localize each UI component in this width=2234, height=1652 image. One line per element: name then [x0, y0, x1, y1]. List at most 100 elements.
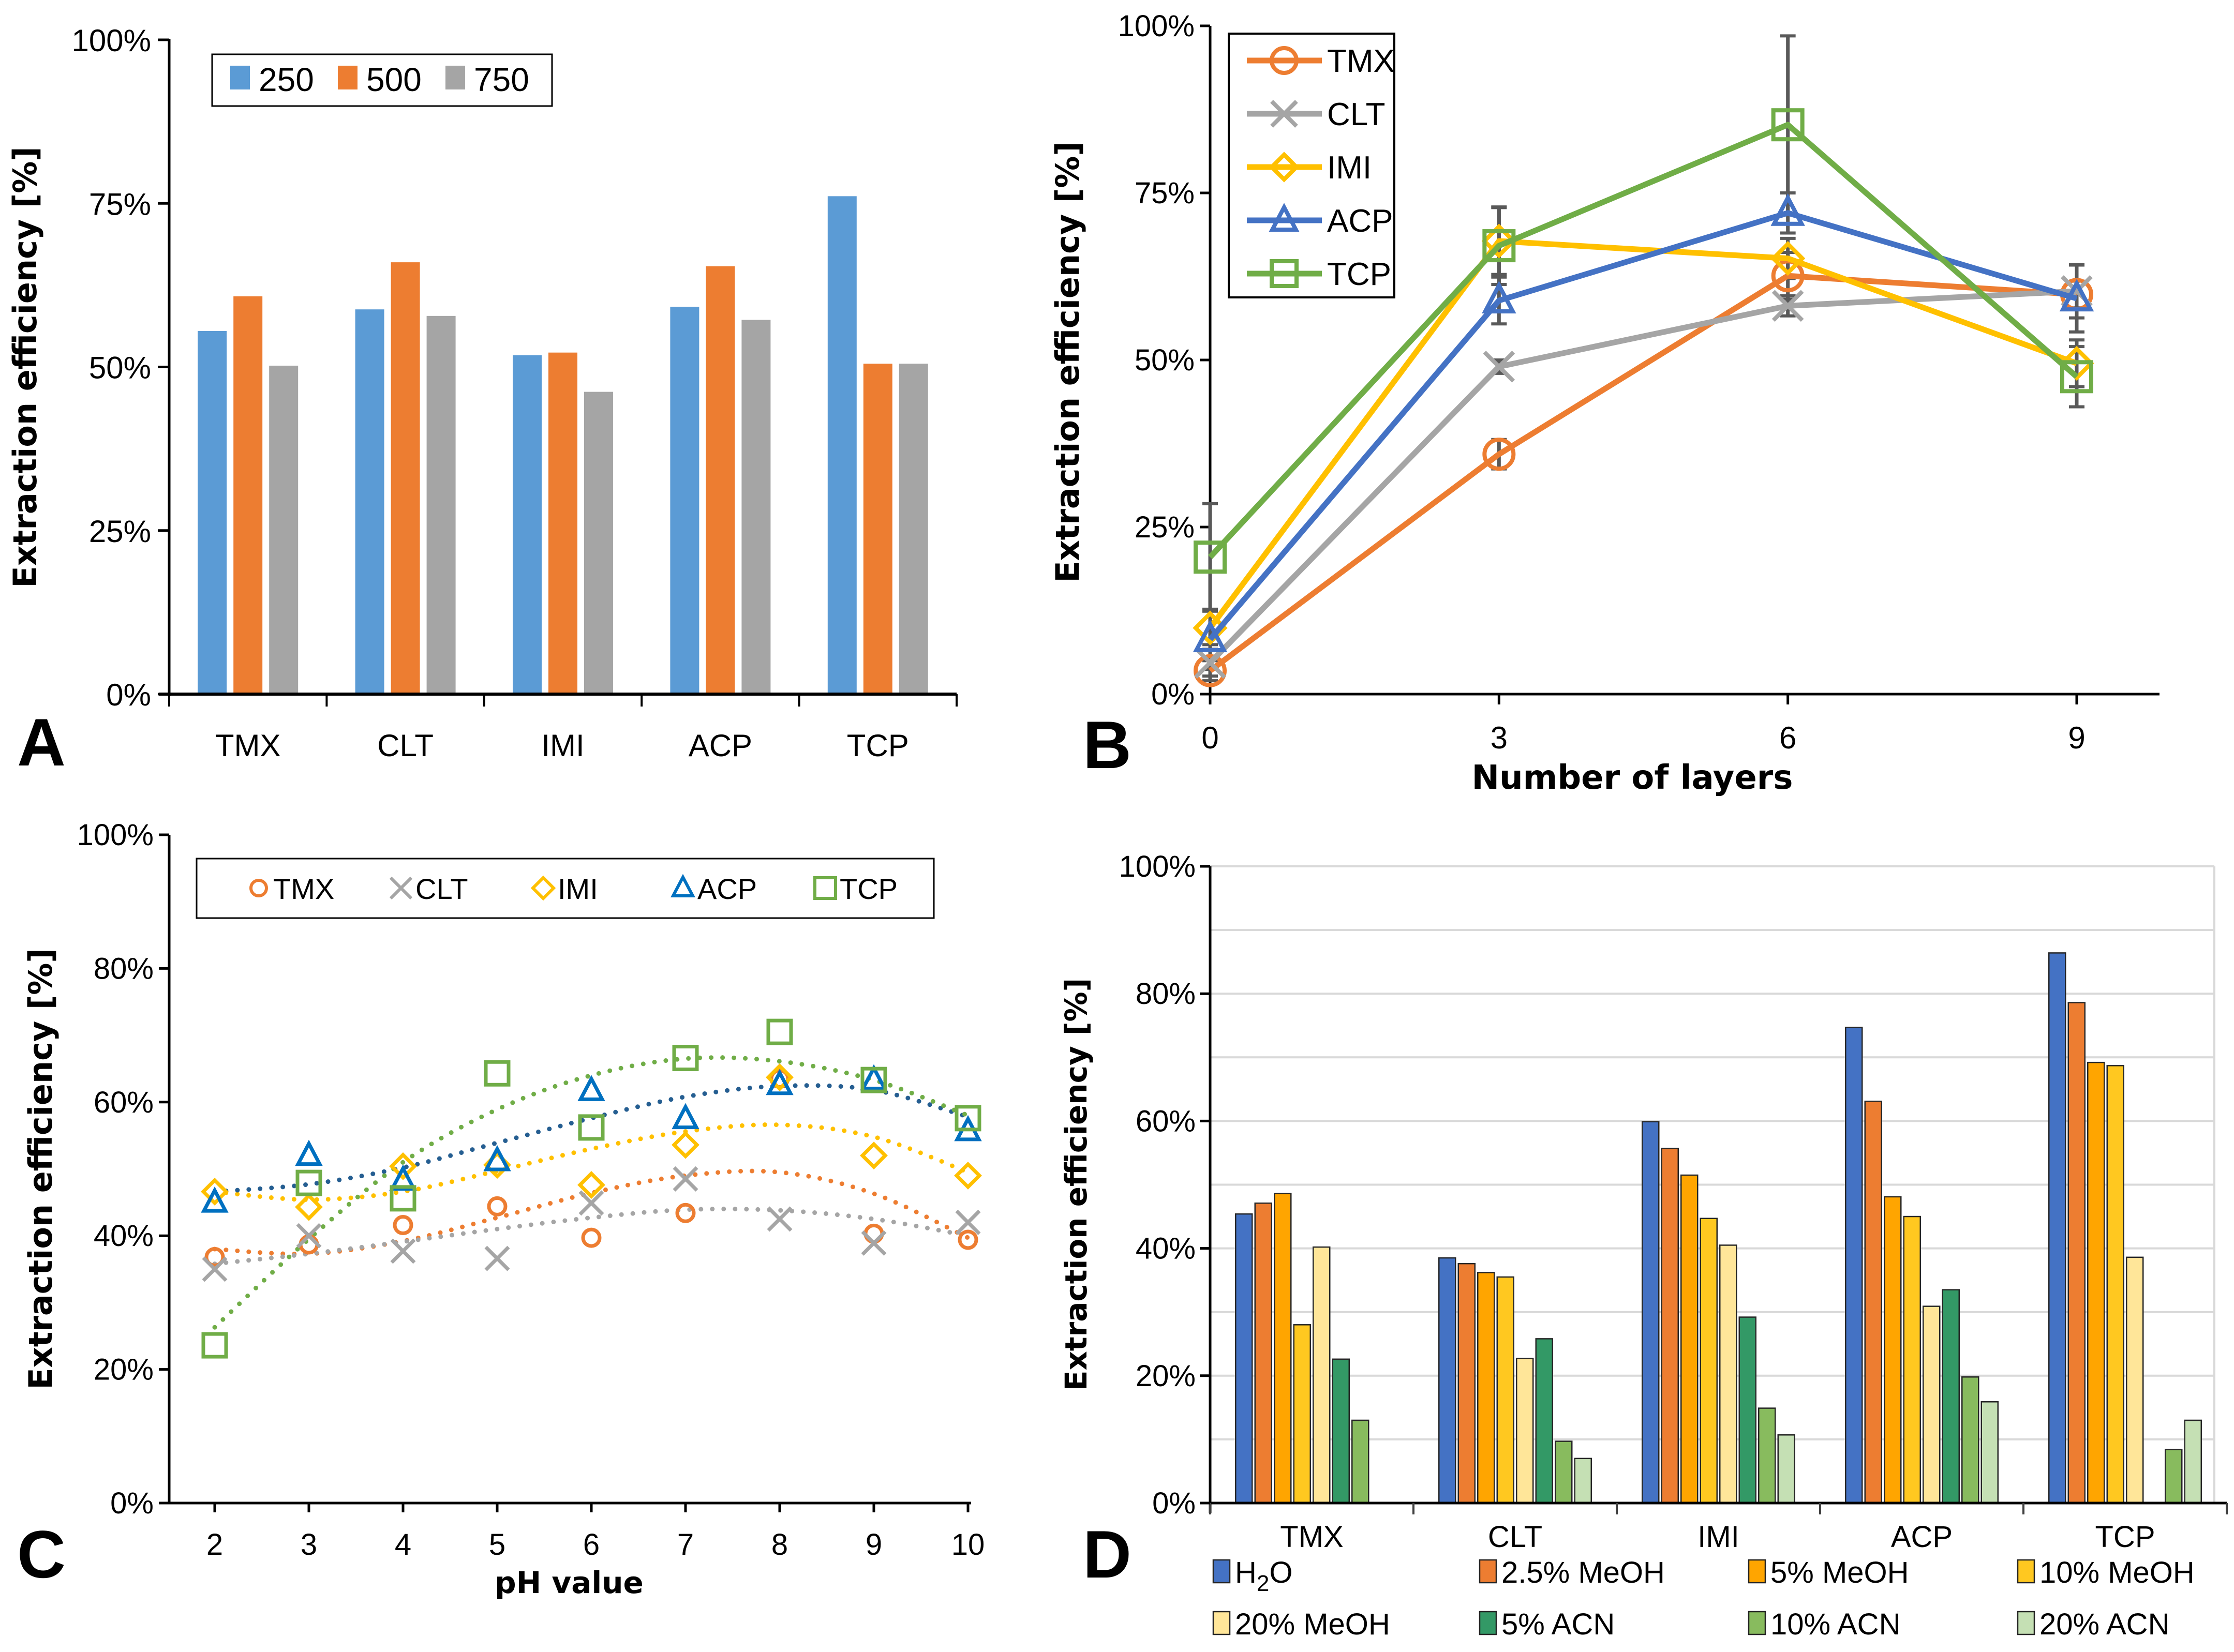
panel-c-point-clt-stroke — [578, 1190, 604, 1216]
panel-a-bar-tcp-750 — [899, 364, 928, 694]
panel-c-point-imi — [295, 1193, 323, 1221]
panel-d-legend-swatch — [1212, 1611, 1231, 1635]
panel-b-point-imi — [2059, 346, 2094, 381]
panel-c-legend-label: TMX — [273, 873, 334, 905]
panel-d-bar-acp — [1923, 1305, 1941, 1504]
panel-b-y-axis-title: Extraction efficiency [%] — [1049, 141, 1086, 582]
panel-a-x-tick-label: TCP — [847, 728, 909, 763]
panel-c-point-clt — [578, 1190, 604, 1216]
panel-c-point-clt — [861, 1230, 887, 1256]
panel-c-legend-box — [196, 858, 935, 919]
panel-c-point-imi — [954, 1161, 982, 1190]
panel-b-point-acp — [1193, 620, 1228, 653]
panel-d-legend-label: 20% MeOH — [1235, 1608, 1390, 1641]
panel-b-point-tmx — [1482, 438, 1516, 471]
panel-b-line-clt — [1208, 288, 2077, 665]
panel-d-bar-tcp — [2067, 1002, 2086, 1504]
panel-c-trendline-clt — [212, 1206, 971, 1266]
panel-c-legend-marker-tcp — [813, 876, 837, 900]
panel-d-bar-tmx — [1332, 1358, 1350, 1504]
panel-b-line-tmx — [1208, 273, 2077, 673]
panel-c-y-tick-label: 20% — [94, 1353, 154, 1387]
panel-c-x-tick-label: 4 — [395, 1528, 411, 1561]
panel-d-legend-swatch — [1479, 1559, 1497, 1584]
panel-c-point-clt-stroke — [767, 1206, 793, 1232]
panel-d-y-tick-label: 80% — [1136, 977, 1196, 1011]
panel-d-bars — [1235, 952, 2202, 1504]
panel-d-bar-acp — [1864, 1100, 1882, 1504]
panel-b-point-tcp — [1482, 229, 1516, 263]
panel-d-x-tick-label: TMX — [1280, 1520, 1343, 1554]
panel-a-x-tick-label: IMI — [541, 728, 584, 763]
panel-d-bar-imi — [1738, 1316, 1756, 1504]
panel-d-y-tick-label: 20% — [1136, 1359, 1196, 1393]
panel-c-x-tick-label: 7 — [677, 1528, 694, 1561]
panel-b-legend-marker-clt — [1270, 100, 1298, 128]
panel-c-point-tmx — [204, 1247, 225, 1268]
panel-b-x-axis-title: Number of layers — [1472, 759, 1793, 797]
panel-c-point-tcp — [390, 1185, 416, 1212]
panel-b-legend-label: TMX — [1327, 43, 1395, 79]
legend-label-tail: O — [1269, 1556, 1292, 1589]
panel-b-legend-label: ACP — [1327, 203, 1393, 239]
panel-d-bar-imi — [1680, 1174, 1699, 1504]
panel-d-x-tick-label: ACP — [1891, 1520, 1953, 1554]
panel-d-bar-tcp — [2087, 1061, 2105, 1504]
panel-d-bar-clt — [1438, 1257, 1456, 1504]
panel-c-point-clt-stroke — [390, 1238, 416, 1264]
panel-a-legend-label: 750 — [474, 61, 529, 98]
panel-a-bar-imi-750 — [584, 392, 613, 694]
panel-b-legend-marker-tcp — [1270, 259, 1299, 288]
panel-b-point-clt-stroke — [1771, 290, 1804, 322]
panel-c-y-axis-title: Extraction efficiency [%] — [22, 948, 59, 1389]
panel-c-x-tick-label: 3 — [301, 1528, 317, 1561]
panel-c-point-acp — [201, 1187, 229, 1213]
panel-c-point-acp — [766, 1069, 794, 1095]
panel-a-bar-acp-250 — [670, 307, 699, 694]
panel-d-legend-swatch — [1748, 1611, 1766, 1635]
panel-c-x-axis-title: pH value — [495, 1565, 644, 1600]
panel-d-bar-tcp — [2048, 952, 2066, 1504]
panel-c-point-clt — [673, 1166, 698, 1192]
panel-c-point-tcp — [766, 1018, 793, 1045]
panel-c-point-acp — [483, 1145, 511, 1172]
panel-b-legend: TMX CLT IMI ACP TCP — [1228, 33, 1395, 298]
panel-c-legend: TMX CLT IMI ACP TCP — [196, 858, 935, 919]
panel-d-bar-tmx — [1351, 1419, 1369, 1504]
panel-a-legend: 250 500 750 — [211, 53, 553, 107]
panel-b-legend-marker-imi — [1269, 152, 1300, 183]
panel-a-bar-clt-750 — [426, 316, 456, 694]
panel-a-legend-label: 250 — [259, 61, 314, 98]
panel-d-bar-tcp — [2165, 1449, 2183, 1504]
panel-d-bar-imi — [1719, 1244, 1737, 1504]
panel-a-legend-label: 500 — [366, 61, 422, 98]
panel-b-point-imi — [1481, 223, 1516, 259]
panel-a-legend-swatch-250 — [230, 66, 250, 89]
panel-d-bar-acp — [1961, 1376, 1979, 1504]
panel-d-legend-label: 10% MeOH — [2039, 1556, 2195, 1589]
panel-d-y-tick-label: 40% — [1136, 1232, 1196, 1266]
panel-d-y-axis-title: Extraction efficiency [%] — [1059, 978, 1094, 1391]
panel-c-legend-label: ACP — [697, 873, 757, 905]
panel-c-point-imi — [672, 1131, 699, 1159]
panel-a-bar-tcp-250 — [827, 196, 857, 695]
panel-b-point-acp — [1482, 281, 1516, 314]
panel-d-y-tick-label: 0% — [1152, 1486, 1196, 1520]
panel-c-point-clt — [390, 1238, 416, 1264]
panel-b-legend-marker-acp — [1269, 203, 1300, 232]
panel-d-legend-label: 10% ACN — [1770, 1608, 1900, 1641]
panel-c-axes: 0% 20% 40% 60% 80% 100% 2 3 4 5 6 7 8 9 10 — [77, 818, 985, 1561]
panel-d-legend-label: 5% ACN — [1501, 1608, 1615, 1641]
panel-a-legend-box — [211, 53, 553, 107]
panel-c-legend-label: CLT — [415, 873, 468, 905]
panel-d-legend-swatch — [1212, 1559, 1231, 1584]
panel-d-axes: TMX CLT IMI ACP TCP 0% 20% 40% 60% 80% 100% — [1119, 850, 2228, 1554]
panel-b-point-tcp — [1194, 540, 1227, 574]
panel-c-point-tcp — [295, 1169, 322, 1196]
panel-b-x-tick-label: 6 — [1779, 720, 1796, 755]
panel-b-point-acp — [2059, 279, 2094, 312]
panel-c-point-imi — [766, 1063, 794, 1091]
panel-c-legend-marker-clt — [389, 876, 413, 900]
panel-a-legend-swatch-500 — [338, 66, 358, 89]
